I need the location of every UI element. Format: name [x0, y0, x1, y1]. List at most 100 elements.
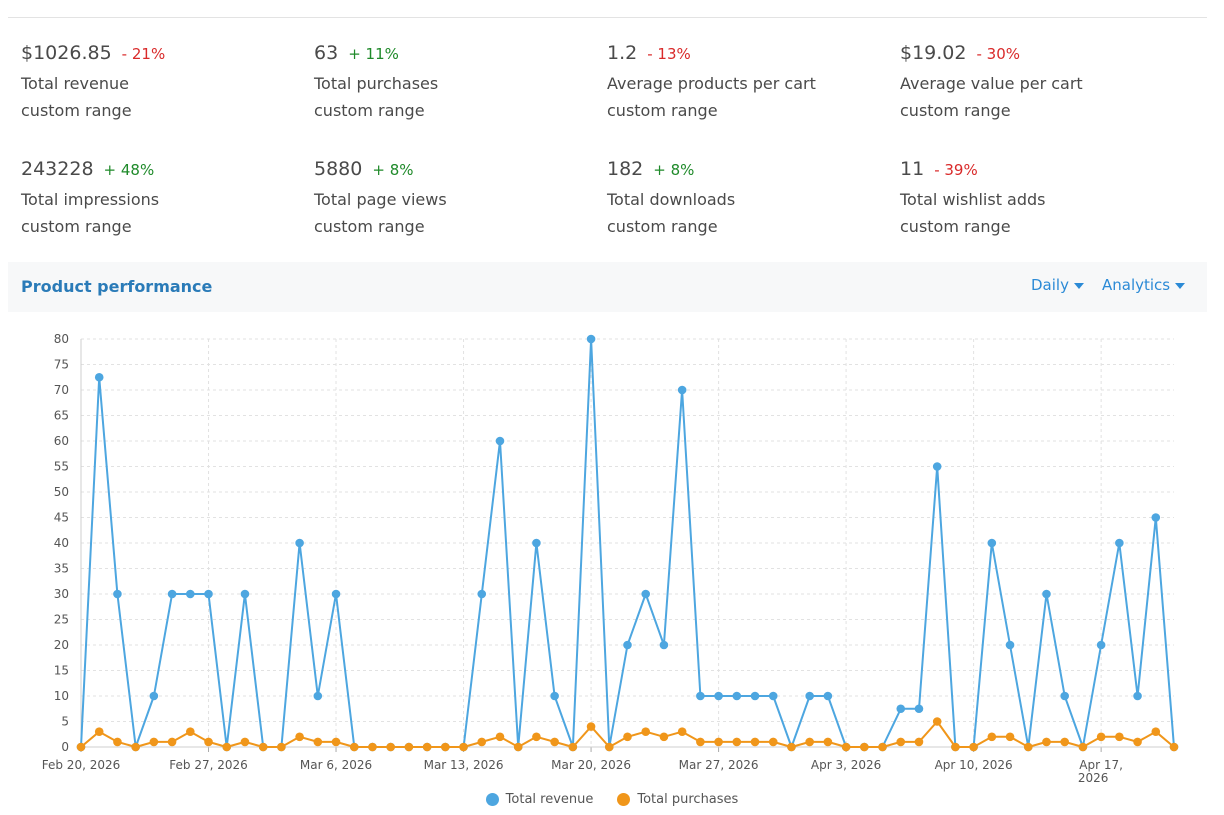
x-tick-label: Mar 20, 2026 [551, 758, 631, 772]
data-point [768, 737, 778, 747]
data-point [149, 691, 159, 701]
data-point [841, 742, 851, 752]
y-tick-label: 25 [54, 613, 69, 627]
data-point [459, 742, 468, 752]
data-point [331, 589, 341, 599]
interval-dropdown-label: Daily [1031, 276, 1069, 294]
data-point [623, 732, 632, 742]
x-tick-label: Apr 10, 2026 [935, 758, 1013, 772]
data-point [1133, 737, 1142, 747]
data-point [1005, 640, 1015, 650]
data-point [1042, 737, 1051, 747]
data-point [295, 732, 304, 742]
data-point [368, 742, 377, 752]
stat-card: 5880 + 8% Total page views custom range [314, 158, 604, 240]
legend-item[interactable]: Total purchases [617, 792, 738, 807]
data-point [422, 742, 432, 752]
data-point [313, 737, 323, 747]
data-point [604, 742, 614, 752]
y-tick-label: 50 [54, 485, 69, 499]
stat-range: custom range [900, 101, 1011, 120]
stat-label: Total impressions [21, 190, 160, 209]
x-tick-label: Mar 13, 2026 [424, 758, 504, 772]
data-point [550, 737, 559, 747]
data-point [623, 640, 632, 650]
data-point [714, 691, 723, 701]
data-point [732, 737, 742, 747]
stat-range: custom range [607, 101, 718, 120]
data-point [1096, 732, 1106, 742]
legend-swatch-icon [617, 793, 631, 806]
stat-header: 182 + 8% [607, 158, 897, 186]
data-point [805, 737, 814, 747]
stat-range: custom range [21, 101, 132, 120]
stat-label: Total purchases [314, 74, 439, 93]
stat-value: $1026.85 [21, 42, 112, 64]
line-chart: 0 5 10 15 20 25 30 35 40 45 50 55 60 65 70 75 80 Feb 20, … [42, 332, 1179, 785]
stat-change: + 48% [103, 161, 155, 179]
stat-header: 243228 + 48% [21, 158, 311, 186]
interval-dropdown[interactable]: Daily [1031, 276, 1084, 294]
data-point [768, 691, 778, 701]
stat-range: custom range [607, 217, 718, 236]
legend-label: Total purchases [637, 792, 739, 807]
data-point [677, 385, 687, 395]
data-point [1133, 691, 1142, 701]
stat-card: 1.2 - 13% Average products per cart custom … [607, 42, 897, 124]
stat-header: 63 + 11% [314, 42, 604, 70]
stat-card: 243228 + 48% Total impressions custom range [21, 158, 311, 240]
data-point [659, 732, 669, 742]
data-point [76, 742, 86, 752]
data-point [1023, 742, 1033, 752]
stat-change: - 13% [647, 45, 691, 63]
y-tick-label: 65 [54, 409, 69, 423]
data-point [659, 640, 669, 650]
data-point [1042, 589, 1051, 599]
stat-value: 1.2 [607, 42, 638, 64]
data-point [295, 538, 304, 548]
stat-change: + 8% [653, 161, 695, 179]
data-point [896, 704, 906, 714]
stat-value: $19.02 [900, 42, 967, 64]
y-tick-label: 70 [54, 383, 69, 397]
data-point [1115, 538, 1124, 548]
stat-card: 182 + 8% Total downloads custom range [607, 158, 897, 240]
data-point [896, 737, 906, 747]
y-tick-label: 10 [54, 689, 69, 703]
stat-card: $19.02 - 30% Average value per cart custom … [900, 42, 1190, 124]
data-point [878, 742, 887, 752]
stat-label: Average products per cart [607, 74, 816, 93]
stat-range: custom range [314, 101, 425, 120]
data-point [532, 538, 541, 548]
x-tick-label: Mar 27, 2026 [679, 758, 759, 772]
y-tick-label: 15 [54, 664, 69, 678]
data-point [714, 737, 723, 747]
data-point [1151, 727, 1161, 736]
y-tick-label: 80 [54, 332, 69, 346]
data-point [1151, 513, 1161, 522]
stat-label: Total revenue [21, 74, 129, 93]
panel-title: Product performance [21, 277, 213, 296]
y-tick-label: 35 [54, 562, 69, 576]
stat-value: 63 [314, 42, 339, 64]
stat-header: $1026.85 - 21% [21, 42, 311, 70]
x-tick-label: Feb 20, 2026 [42, 758, 121, 772]
data-point [787, 742, 796, 752]
stat-value: 11 [900, 158, 925, 180]
data-point [1115, 732, 1124, 742]
data-point [313, 691, 323, 701]
data-point [696, 691, 705, 701]
y-tick-label: 55 [54, 460, 69, 474]
data-point [94, 372, 104, 382]
stat-header: $19.02 - 30% [900, 42, 1190, 70]
stat-range: custom range [900, 217, 1011, 236]
data-point [1060, 737, 1069, 747]
data-point [914, 737, 924, 747]
stat-header: 5880 + 8% [314, 158, 604, 186]
analytics-dropdown[interactable]: Analytics [1102, 276, 1186, 294]
legend-item[interactable]: Total revenue [485, 792, 593, 807]
y-tick-label: 0 [61, 740, 69, 754]
x-tick-label: Apr 17, [1079, 758, 1123, 772]
data-point [477, 737, 487, 747]
data-point [987, 732, 997, 742]
